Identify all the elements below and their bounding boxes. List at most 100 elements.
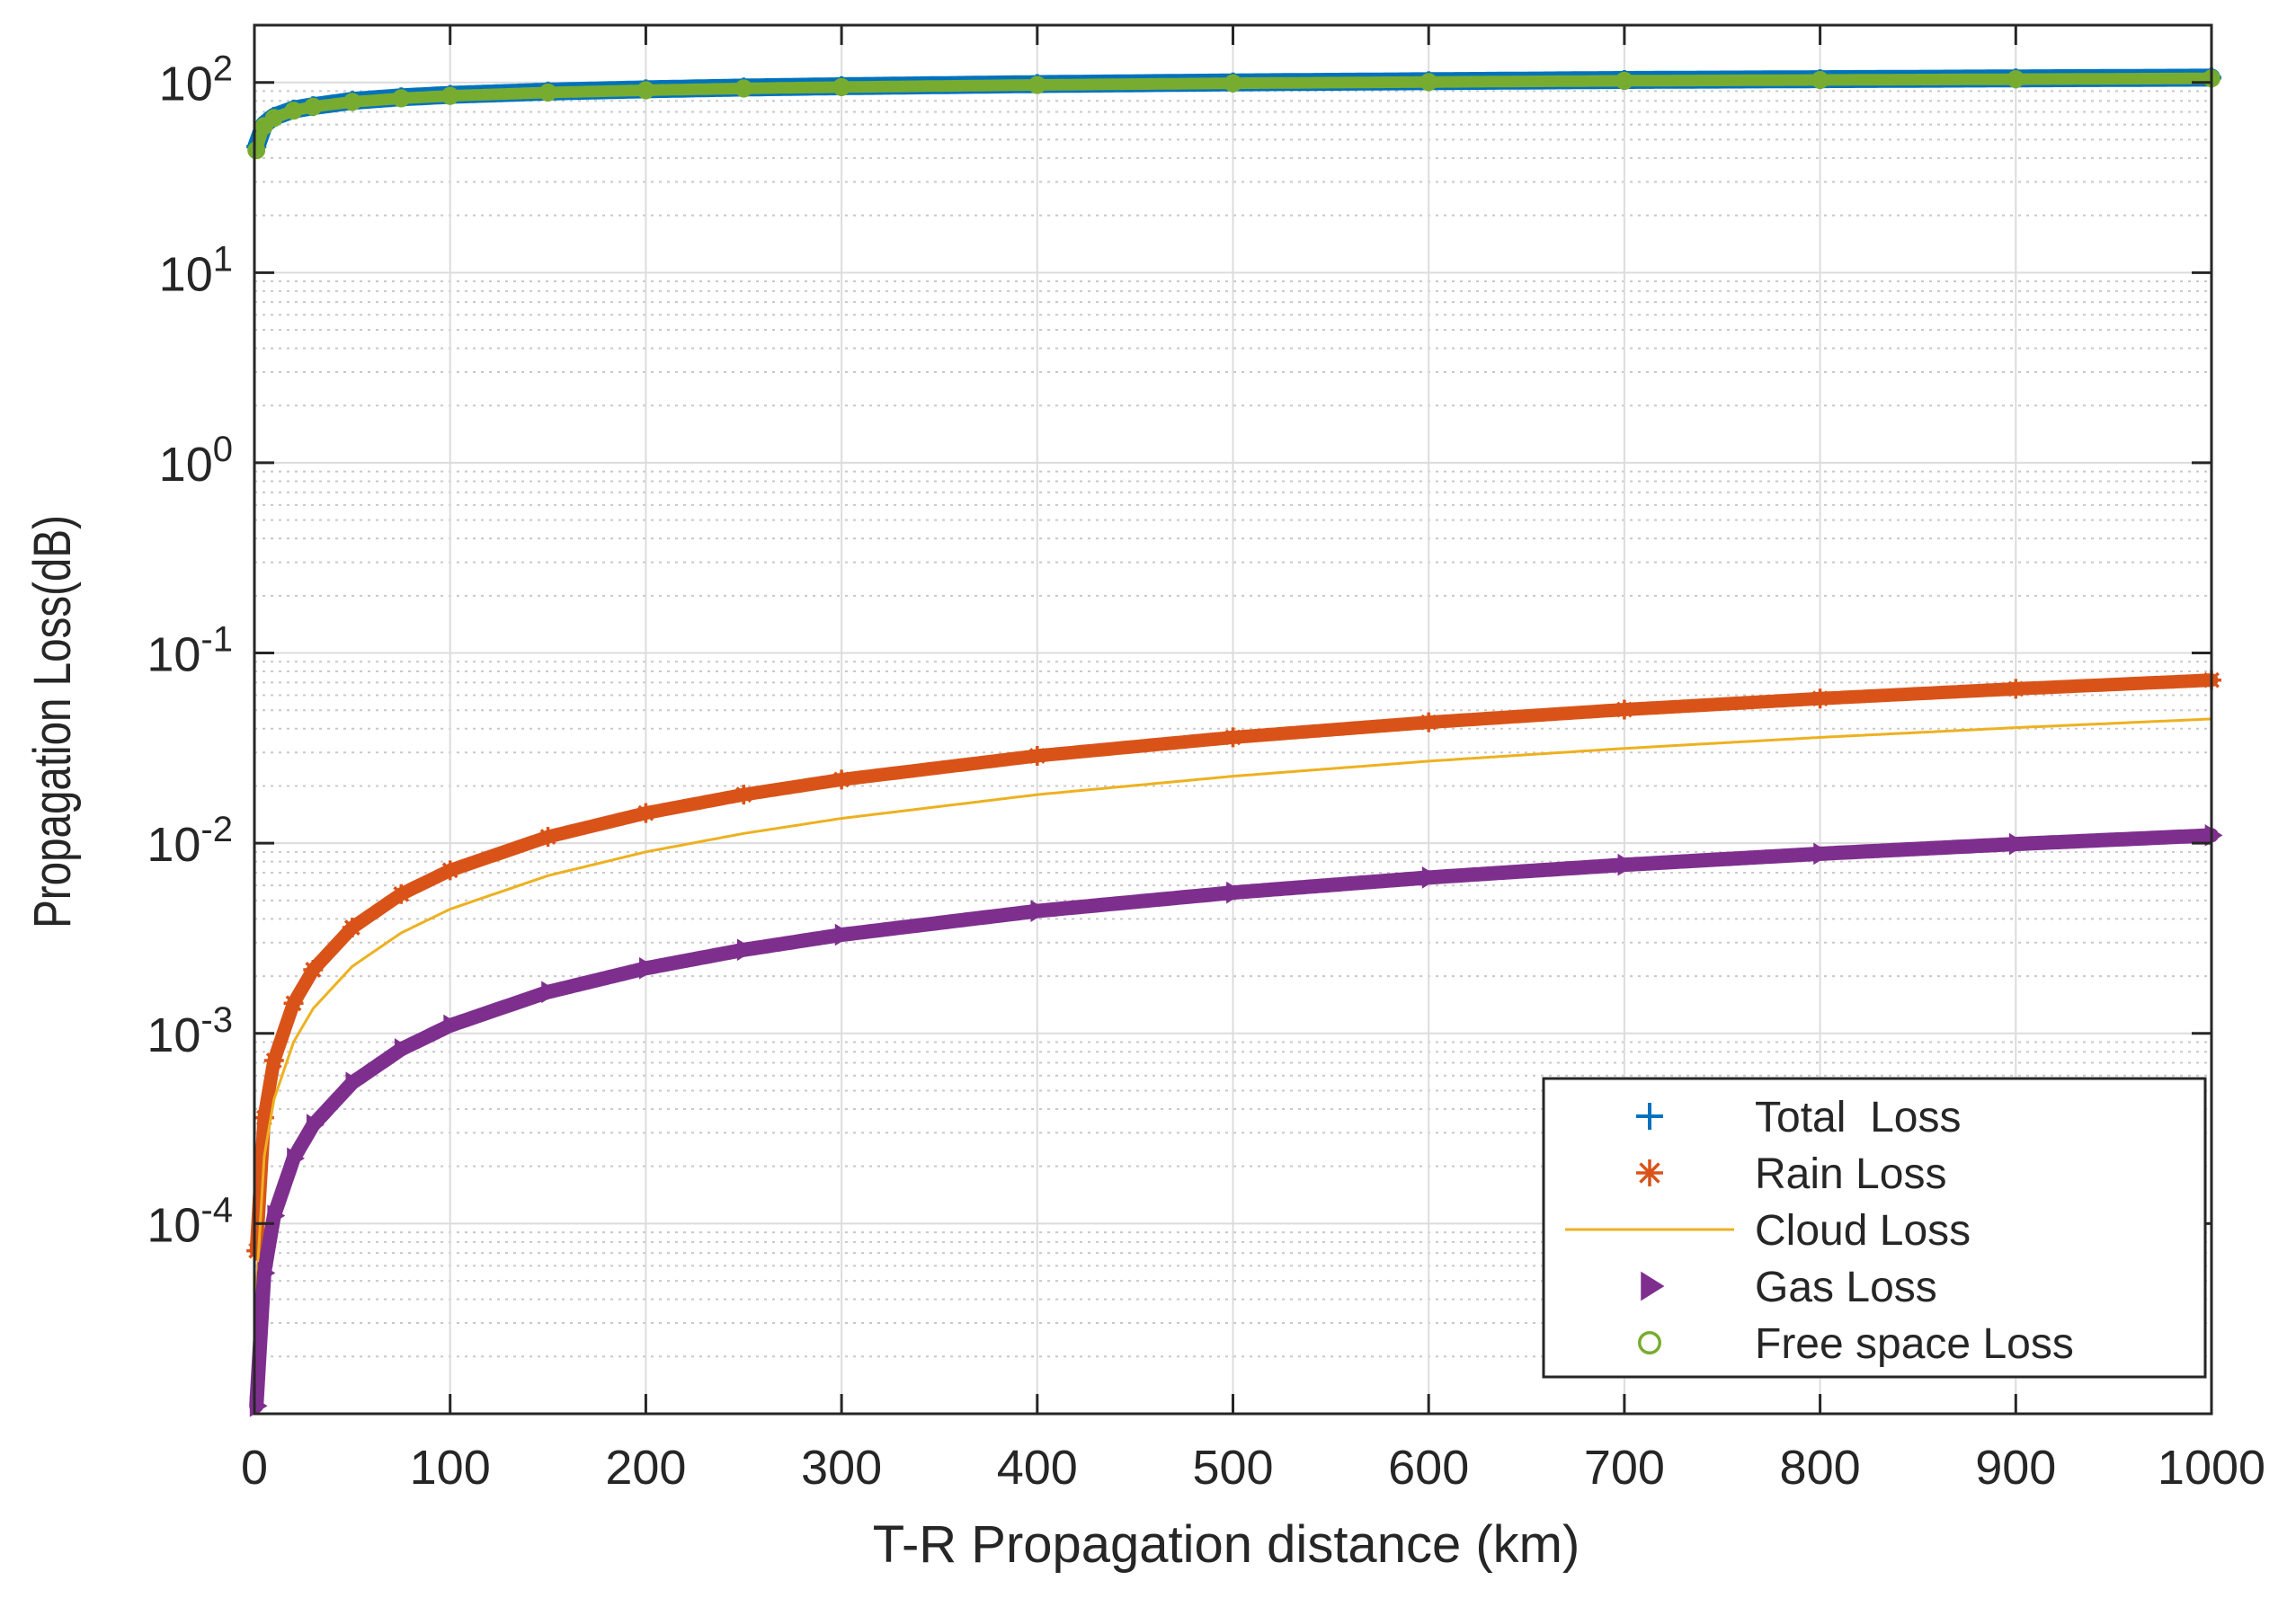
series-line — [254, 717, 2213, 1292]
data-point — [441, 86, 459, 105]
data-point — [247, 141, 266, 160]
data-point — [1419, 712, 1439, 732]
data-point — [345, 1071, 364, 1095]
data-point — [736, 938, 755, 962]
data-point — [734, 785, 754, 805]
data-point — [1614, 699, 1634, 720]
data-point — [1224, 74, 1242, 93]
legend-label: Free space Loss — [1755, 1320, 2074, 1368]
data-point — [342, 918, 362, 938]
data-point — [636, 81, 655, 100]
series-gas-loss — [249, 824, 2223, 1417]
data-point — [392, 89, 411, 108]
x-tick-label: 0 — [241, 1441, 268, 1495]
x-tick-label: 600 — [1388, 1441, 1469, 1495]
series-free-space-loss — [247, 69, 2220, 160]
y-tick-label: 10-2 — [147, 810, 233, 872]
data-point — [2007, 70, 2025, 89]
data-point — [264, 109, 283, 128]
data-point — [2204, 824, 2223, 847]
y-tick-label: 10-1 — [147, 620, 233, 682]
data-point — [343, 93, 361, 111]
data-point — [1811, 70, 1829, 89]
y-tick-label: 10-3 — [147, 1000, 233, 1062]
data-point — [1027, 745, 1047, 766]
y-tick-label: 101 — [159, 239, 233, 301]
x-tick-label: 1000 — [2158, 1441, 2265, 1495]
data-point — [538, 827, 558, 848]
data-point — [304, 97, 323, 116]
legend-label: Gas Loss — [1755, 1264, 1937, 1311]
data-point — [1028, 75, 1046, 94]
legend-marker — [1638, 1331, 1661, 1354]
data-point — [284, 102, 303, 120]
legend-label: Rain Loss — [1755, 1150, 1946, 1198]
data-point — [834, 923, 853, 946]
legend-box — [1542, 1077, 2207, 1379]
x-tick-label: 700 — [1584, 1441, 1665, 1495]
legend-entry: Rain Loss — [1636, 1150, 1946, 1198]
y-tick-label: 102 — [159, 49, 233, 111]
data-point — [1617, 853, 1636, 876]
data-point — [2006, 679, 2026, 699]
data-point — [306, 1114, 325, 1137]
legend-entry: Cloud Loss — [1565, 1207, 1971, 1255]
data-point — [1421, 866, 1440, 889]
data-point — [832, 77, 851, 96]
legend-entry: Gas Loss — [1641, 1264, 1937, 1311]
data-point — [246, 1240, 267, 1261]
data-point — [1223, 727, 1243, 748]
series-layer — [246, 67, 2223, 1417]
data-point — [832, 769, 852, 790]
data-point — [443, 1014, 462, 1037]
legend-marker — [1636, 1159, 1663, 1186]
x-tick-label: 800 — [1780, 1441, 1861, 1495]
y-tick-label: 100 — [159, 430, 233, 492]
data-point — [639, 956, 657, 980]
legend-label: Cloud Loss — [1755, 1207, 1971, 1255]
data-point — [1813, 842, 1832, 866]
series-line — [250, 72, 2218, 156]
data-point — [1615, 71, 1633, 90]
legend: Total Loss Rain Loss Cloud Loss Gas Loss Fre… — [1542, 1077, 2207, 1379]
x-tick-label: 200 — [605, 1441, 686, 1495]
x-tick-label: 900 — [1975, 1441, 2056, 1495]
x-tick-label: 400 — [997, 1441, 1078, 1495]
data-point — [636, 803, 656, 823]
data-point — [1810, 688, 1830, 709]
y-tick-label: 10-4 — [147, 1190, 233, 1252]
data-point — [267, 1204, 286, 1227]
data-point — [263, 1050, 284, 1070]
data-point — [734, 79, 753, 98]
data-point — [287, 1147, 305, 1170]
axes: 0 100 200 300 400 500 600 700 800 900 1000 10-4 10-3… — [147, 23, 2265, 1495]
series-cloud-loss — [254, 717, 2213, 1292]
data-point — [394, 1038, 413, 1061]
x-tick-label: 500 — [1192, 1441, 1273, 1495]
data-point — [2008, 832, 2027, 856]
legend-marker — [1641, 1271, 1665, 1301]
series-rain-loss — [246, 670, 2221, 1261]
data-point — [541, 981, 559, 1004]
y-axis-label: Propagation Loss(dB) — [24, 515, 83, 928]
legend-label: Total Loss — [1755, 1094, 1961, 1141]
data-point — [283, 993, 304, 1014]
data-point — [257, 1261, 276, 1284]
data-point — [303, 960, 324, 980]
data-point — [391, 883, 412, 904]
x-axis-label: T-R Propagation distance (km) — [873, 1515, 1580, 1574]
legend-marker — [1636, 1103, 1663, 1130]
grid — [254, 25, 2212, 1414]
legend-entry: Total Loss — [1636, 1094, 1961, 1141]
data-point — [538, 83, 557, 102]
x-tick-label: 300 — [801, 1441, 882, 1495]
legend-entry: Free space Loss — [1638, 1320, 2074, 1368]
data-point — [440, 860, 460, 881]
data-point — [1419, 73, 1438, 92]
data-point — [254, 1107, 274, 1128]
data-point — [1030, 900, 1049, 922]
x-tick-label: 100 — [410, 1441, 491, 1495]
data-point — [1226, 881, 1244, 904]
